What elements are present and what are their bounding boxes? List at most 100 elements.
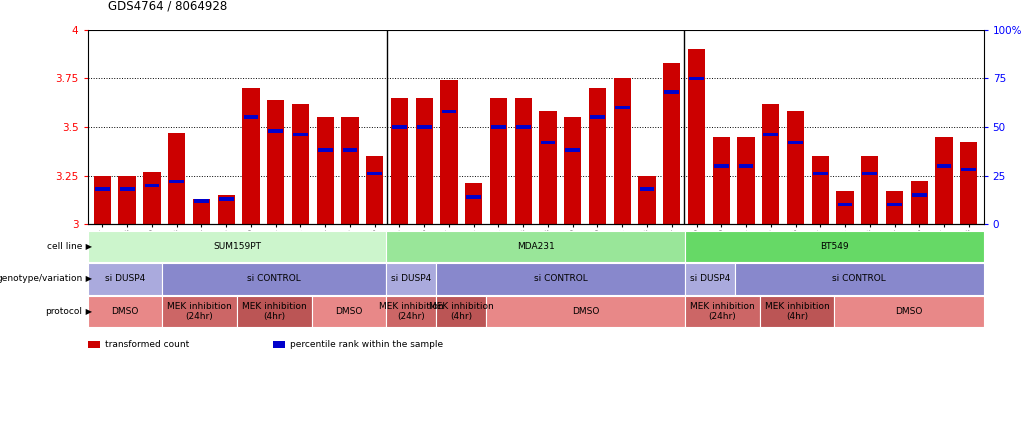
Bar [294,133,308,137]
Bar [466,183,482,224]
Text: si DUSP4: si DUSP4 [690,275,730,283]
Bar [217,195,235,224]
Text: genotype/variation: genotype/variation [0,275,82,283]
Bar [368,172,382,176]
Text: SUM159PT: SUM159PT [213,242,261,251]
Bar [737,137,755,224]
Text: si CONTROL: si CONTROL [832,275,886,283]
Text: cell line: cell line [47,242,82,251]
Bar [415,98,433,224]
Bar [515,98,531,224]
Text: transformed count: transformed count [105,340,190,349]
Bar [640,187,654,191]
Bar [614,78,631,224]
Bar [291,104,309,224]
Bar [788,141,802,144]
Bar [812,156,829,224]
Bar [541,141,555,144]
Bar [169,180,184,183]
Bar [664,90,679,93]
Bar [440,80,457,224]
Bar [386,231,685,262]
Text: si CONTROL: si CONTROL [534,275,587,283]
Text: protocol: protocol [45,307,82,316]
Text: MEK inhibition
(24hr): MEK inhibition (24hr) [690,302,755,321]
Bar [436,296,486,327]
Text: BT549: BT549 [820,242,849,251]
Text: DMSO: DMSO [335,307,363,316]
Bar [589,88,606,224]
Bar [267,100,284,224]
Bar [318,148,333,152]
Bar [837,203,853,206]
Bar [193,199,210,224]
Bar [243,115,259,119]
Bar [861,156,879,224]
Bar [685,231,984,262]
Bar [961,168,976,171]
Bar [615,106,629,109]
Bar [960,143,977,224]
Text: si DUSP4: si DUSP4 [391,275,432,283]
Text: MEK inhibition
(4hr): MEK inhibition (4hr) [428,302,493,321]
Bar [836,191,854,224]
Text: ▶: ▶ [83,275,93,283]
Text: percentile rank within the sample: percentile rank within the sample [290,340,444,349]
Bar [316,117,334,224]
Bar [343,148,357,152]
Bar [763,133,778,137]
Bar [88,231,386,262]
Bar [688,49,706,224]
Bar [760,296,834,327]
Text: ▶: ▶ [83,307,93,316]
Bar [787,111,804,224]
Bar [88,263,162,295]
Bar [685,263,734,295]
Bar [689,77,703,80]
Bar [386,263,436,295]
Bar [390,98,408,224]
Bar [94,176,111,224]
Bar [762,104,780,224]
Bar [862,172,878,176]
Bar [194,199,209,203]
Bar [392,125,407,129]
Bar [242,88,260,224]
Bar [486,296,685,327]
Bar [269,129,283,132]
Bar [739,164,753,168]
Bar [467,195,481,199]
Bar [887,203,902,206]
Text: DMSO: DMSO [895,307,923,316]
Bar [834,296,984,327]
Text: ▶: ▶ [83,242,93,251]
Bar [734,263,984,295]
Bar [813,172,828,176]
Bar [95,187,110,191]
Bar [516,125,530,129]
Bar [935,137,953,224]
Text: si DUSP4: si DUSP4 [105,275,145,283]
Bar [386,296,436,327]
Bar [936,164,952,168]
Bar [565,148,580,152]
Bar [436,263,685,295]
Bar [639,176,656,224]
Bar [442,110,456,113]
Bar [168,133,185,224]
Text: MEK inhibition
(4hr): MEK inhibition (4hr) [242,302,307,321]
Bar [366,156,383,224]
Bar [218,197,234,201]
Bar [685,296,759,327]
Bar [713,137,730,224]
Bar [163,296,237,327]
Bar [564,117,581,224]
Bar [144,184,160,187]
Bar [341,117,358,224]
Bar [540,111,556,224]
Bar [143,172,161,224]
Text: MEK inhibition
(24hr): MEK inhibition (24hr) [379,302,444,321]
Bar [912,193,927,197]
Bar [237,296,311,327]
Bar [88,296,162,327]
